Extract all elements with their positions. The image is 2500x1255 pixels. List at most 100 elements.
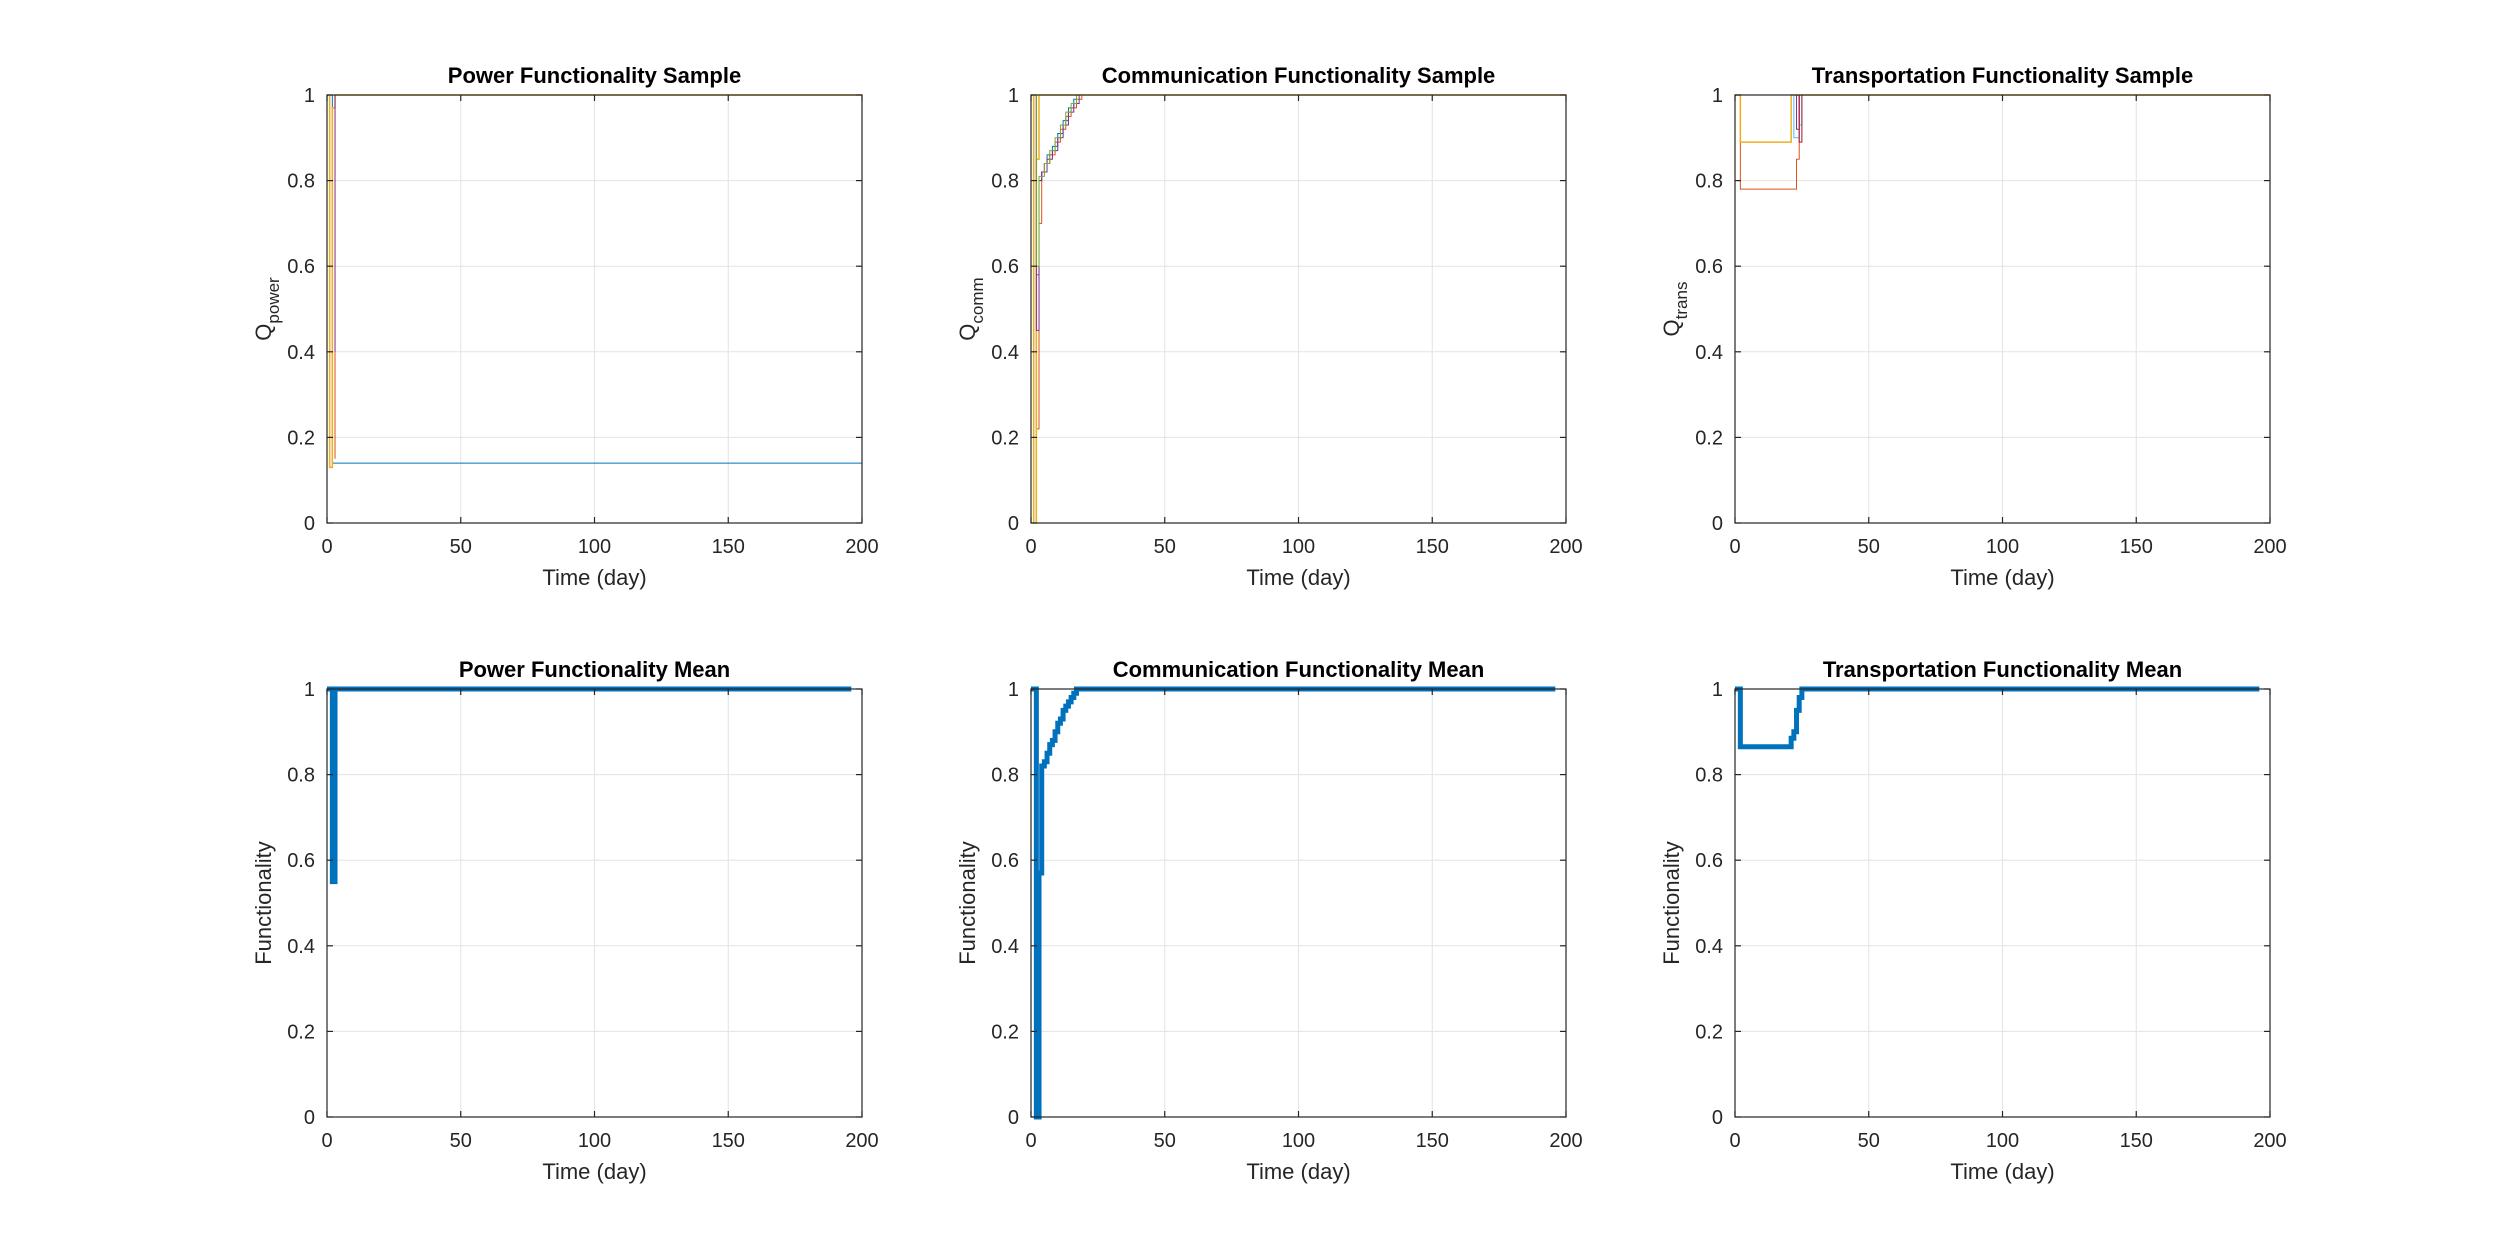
x-tick-label: 50 [1154,1130,1176,1152]
y-tick-label: 0.2 [991,1021,1019,1043]
x-tick-label: 150 [712,536,745,558]
y-tick-label: 0.8 [287,171,315,193]
y-axis-label-main: Functionality [251,841,276,965]
y-tick-label: 0 [304,513,315,535]
y-tick-label: 0.6 [991,256,1019,278]
x-tick-label: 150 [2120,536,2153,558]
y-tick-label: 0.8 [1695,765,1723,787]
x-axis-label: Time (day) [1950,1159,2054,1184]
x-tick-label: 50 [1858,536,1880,558]
x-tick-label: 50 [450,1130,472,1152]
y-tick-label: 1 [1712,85,1723,107]
series-line-3 [1031,94,1566,524]
y-tick-label: 0.6 [287,256,315,278]
y-axis-label: Qtrans [1659,282,1691,337]
x-tick-label: 0 [321,536,332,558]
y-tick-label: 0 [1712,1107,1723,1129]
y-tick-label: 0.6 [1695,256,1723,278]
y-tick-label: 1 [304,85,315,107]
series-line-1 [1031,686,1556,1120]
x-tick-label: 50 [1858,1130,1880,1152]
x-tick-label: 150 [1416,536,1449,558]
x-tick-label: 150 [2120,1130,2153,1152]
y-axis-label-subscript: trans [1672,282,1691,320]
y-tick-label: 1 [304,679,315,701]
x-tick-label: 150 [1416,1130,1449,1152]
x-axis-label: Time (day) [542,1159,646,1184]
chart-title: Transportation Functionality Sample [1812,63,2193,88]
y-tick-label: 0.8 [991,765,1019,787]
x-axis-label: Time (day) [1246,565,1350,590]
y-tick-label: 1 [1712,679,1723,701]
x-tick-label: 0 [321,1130,332,1152]
x-tick-label: 200 [1549,536,1582,558]
y-axis-label: Qcomm [955,277,987,340]
y-axis-label: Qpower [251,277,283,341]
y-axis-label-subscript: comm [968,277,987,323]
x-tick-label: 100 [1986,1130,2019,1152]
series-line-5 [1031,94,1566,267]
chart-title: Transportation Functionality Mean [1823,657,2182,682]
y-tick-label: 0 [1712,513,1723,535]
chart-panel-3: 0 50 100 150 200 0 0.2 0.4 0.6 0.8 1 Transportation… [1659,63,2287,590]
chart-title: Communication Functionality Sample [1102,63,1496,88]
y-tick-label: 0.6 [1695,850,1723,872]
x-tick-label: 100 [1282,536,1315,558]
y-tick-label: 0.2 [287,427,315,449]
x-tick-label: 0 [1025,1130,1036,1152]
x-tick-label: 0 [1729,1130,1740,1152]
y-tick-label: 0.4 [1695,936,1723,958]
y-axis-label-main: Functionality [955,841,980,965]
y-tick-label: 0.4 [991,342,1019,364]
y-tick-label: 0 [1008,513,1019,535]
y-tick-label: 0.2 [1695,1021,1723,1043]
chart-panel-6: 0 50 100 150 200 0 0.2 0.4 0.6 0.8 1 Transportation… [1659,657,2287,1184]
y-tick-label: 0.6 [991,850,1019,872]
chart-panel-2: 0 50 100 150 200 0 0.2 0.4 0.6 0.8 1 Communication … [955,63,1583,590]
y-tick-label: 0.8 [287,765,315,787]
y-tick-label: 0 [304,1107,315,1129]
x-tick-label: 100 [578,1130,611,1152]
series-line-1 [1735,686,2260,750]
x-axis-label: Time (day) [542,565,646,590]
x-tick-label: 200 [1549,1130,1582,1152]
chart-title: Power Functionality Sample [448,63,741,88]
x-tick-label: 200 [2253,536,2286,558]
y-tick-label: 1 [1008,679,1019,701]
x-tick-label: 100 [1986,536,2019,558]
y-tick-label: 0.2 [287,1021,315,1043]
x-tick-label: 150 [712,1130,745,1152]
y-tick-label: 0 [1008,1107,1019,1129]
y-axis-label-subscript: power [264,277,283,324]
x-tick-label: 200 [845,536,878,558]
x-tick-label: 100 [578,536,611,558]
y-tick-label: 0.8 [991,171,1019,193]
chart-panel-4: 0 50 100 150 200 0 0.2 0.4 0.6 0.8 1 Power Function… [251,657,879,1184]
y-tick-label: 0.4 [1695,342,1723,364]
y-tick-label: 0.2 [1695,427,1723,449]
chart-panel-1: 0 50 100 150 200 0 0.2 0.4 0.6 0.8 1 Power Function… [251,63,879,590]
y-axis-label-main: Functionality [1659,841,1684,965]
x-tick-label: 200 [2253,1130,2286,1152]
x-tick-label: 100 [1282,1130,1315,1152]
y-tick-label: 1 [1008,85,1019,107]
x-tick-label: 0 [1729,536,1740,558]
chart-title: Communication Functionality Mean [1113,657,1485,682]
y-tick-label: 0.6 [287,850,315,872]
y-axis-label: Functionality [251,841,276,965]
chart-panel-5: 0 50 100 150 200 0 0.2 0.4 0.6 0.8 1 Communication … [955,657,1583,1184]
y-tick-label: 0.2 [991,427,1019,449]
x-tick-label: 0 [1025,536,1036,558]
y-tick-label: 0.4 [287,342,315,364]
y-tick-label: 0.8 [1695,171,1723,193]
y-tick-label: 0.4 [287,936,315,958]
y-tick-label: 0.4 [991,936,1019,958]
x-tick-label: 200 [845,1130,878,1152]
x-axis-label: Time (day) [1246,1159,1350,1184]
y-axis-label: Functionality [1659,841,1684,965]
chart-title: Power Functionality Mean [459,657,730,682]
y-axis-label-main: Q [955,324,980,341]
x-axis-label: Time (day) [1950,565,2054,590]
